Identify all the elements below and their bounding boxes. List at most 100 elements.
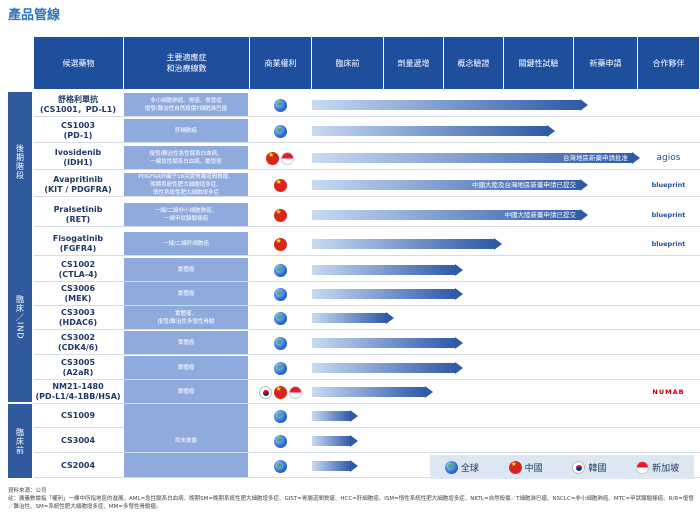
row-divider (34, 169, 700, 170)
commercial-rights (250, 282, 310, 306)
table-row: CS3002 (CDK4/6) 實體瘤 (34, 331, 700, 355)
row-divider (34, 255, 700, 256)
table-row: CS3005 (A2aR) 實體瘤 (34, 356, 700, 380)
partner-logo-blueprint: blueprint (651, 211, 686, 219)
row-divider (34, 281, 700, 282)
commercial-rights (250, 356, 310, 380)
rights-legend: 全球 中國 韓國 新加坡 (430, 455, 694, 479)
legend-korea: 韓國 (572, 460, 606, 474)
indication: 一線/二線肝細胞癌 (124, 232, 248, 256)
commercial-rights (250, 454, 310, 478)
globe-icon (273, 361, 287, 375)
globe-icon (273, 311, 287, 325)
drug-name: CS3004 (60, 436, 96, 445)
row-divider (34, 452, 700, 453)
commercial-rights (250, 258, 310, 282)
commercial-rights (250, 331, 310, 355)
commercial-rights (250, 93, 310, 117)
progress-bar (312, 288, 463, 300)
commercial-rights (250, 119, 310, 143)
table-row: CS1002 (CTLA-4) 實體瘤 (34, 258, 700, 282)
header-proof-of-concept: 概念驗證 (444, 37, 504, 89)
milestone-label: 台灣地區新藥申請批准 (563, 154, 628, 162)
drug-name: CS1002 (CTLA-4) (58, 260, 98, 279)
progress-bar (312, 238, 502, 250)
group-late-stage: 後期階段 (8, 92, 32, 232)
indication: 一線/二線非小細胞肺癌、 一線甲狀腺髓樣癌 (124, 203, 248, 227)
progress-bar (312, 99, 588, 111)
table-row: CS3006 (MEK) 實體瘤 (34, 282, 700, 306)
commercial-rights (250, 429, 310, 453)
partner-logo-blueprint: blueprint (651, 181, 686, 189)
row-divider (34, 196, 700, 197)
commercial-rights (250, 380, 310, 404)
row-divider (34, 403, 700, 404)
group-clinical-ind: 臨床／IND (8, 232, 32, 402)
indication: 實體瘤 (124, 356, 248, 380)
row-divider (34, 329, 700, 330)
page-title: 產品管線 (8, 8, 61, 23)
indication: 復發/難治性急性髓系白血病、 一線急性髓系白血病、膽管癌 (124, 146, 248, 170)
milestone-label: 中國大陸新藥申請已提交 (504, 211, 577, 219)
indication: 肝細胞癌 (124, 119, 248, 143)
progress-bar (312, 337, 463, 349)
table-row: CS1003 (PD-1) 肝細胞癌 (34, 119, 700, 143)
header-drug: 候選藥物 (34, 37, 124, 89)
table-row: Pralsetinib (RET) 一線/二線非小細胞肺癌、 一線甲狀腺髓樣癌 中國… (34, 203, 700, 227)
indication: 尚未披露 (124, 404, 248, 478)
header-dose-escalation: 劑量遞增 (384, 37, 444, 89)
row-divider (34, 477, 700, 478)
drug-name: NM21-1480 (PD-L1/4-1BB/HSA) (35, 382, 121, 401)
row-divider (34, 427, 700, 428)
drug-name: 舒格利單抗 (CS1001，PD-L1) (40, 95, 116, 114)
abbreviation-note: 註：廣義數據指「權利」一欄中所指地區的進展。AML=急性髓系白血病、晚期SM=晚… (8, 496, 694, 510)
indication: PDGFRA外顯子18突變胃腸道間質瘤、 晚期系統性肥大細胞增多症、 惰性系統性… (124, 173, 248, 197)
globe-icon (273, 336, 287, 350)
progress-bar: 中國大陸新藥申請已提交 (312, 209, 588, 221)
table-row: Avapritinib (KIT / PDGFRA) PDGFRA外顯子18突變胃… (34, 173, 700, 197)
commercial-rights (250, 173, 310, 197)
indication: 實體瘤 (124, 258, 248, 282)
row-divider (34, 354, 700, 355)
header-indication: 主要適應症 和治療線數 (124, 37, 250, 89)
legend-singapore: 新加坡 (636, 460, 679, 474)
header-preclinical: 臨床前 (312, 37, 384, 89)
progress-bar: 台灣地區新藥申請批准 (312, 152, 640, 164)
table-row: CS3004 尚未披露 (34, 404, 700, 478)
korea-flag-icon (572, 460, 586, 474)
table-row: CS2004 (34, 454, 700, 478)
progress-bar (312, 410, 358, 422)
row-divider (34, 116, 700, 117)
singapore-flag-icon (281, 151, 294, 165)
china-flag-icon (508, 460, 522, 474)
globe-icon (444, 460, 458, 474)
table-header: 候選藥物 主要適應症 和治療線數 商業權利 臨床前 劑量遞增 概念驗證 關鍵性試… (0, 37, 700, 89)
table-row: Ivosidenib (IDH1) 復發/難治性急性髓系白血病、 一線急性髓系白血… (34, 146, 700, 170)
globe-icon (273, 124, 287, 138)
progress-bar (312, 460, 358, 472)
china-flag-icon (273, 385, 287, 399)
commercial-rights (250, 146, 310, 170)
indication: 實體瘤 (124, 282, 248, 306)
progress-bar (312, 435, 358, 447)
globe-icon (273, 434, 287, 448)
partner-logo-blueprint: blueprint (651, 240, 686, 248)
indication: 非小細胞肺癌、胃癌、食管癌 復發/難治性自然殺傷T細胞淋巴瘤 (124, 93, 248, 117)
drug-name: CS3002 (CDK4/6) (57, 333, 99, 352)
legend-china: 中國 (508, 460, 543, 474)
table-row: CS3003 (HDAC6) 實體瘤、 復發/難治性多發性骨髓 (34, 306, 700, 330)
singapore-flag-icon (636, 460, 650, 474)
header-partner: 合作夥伴 (638, 37, 700, 89)
footnotes: 資料來源：公司 註：廣義數據指「權利」一欄中所指地區的進展。AML=急性髓系白血… (8, 487, 698, 511)
china-flag-icon (273, 237, 287, 251)
commercial-rights (250, 232, 310, 256)
table-row: 舒格利單抗 (CS1001，PD-L1) 非小細胞肺癌、胃癌、食管癌 復發/難治性… (34, 93, 700, 117)
header-rights: 商業權利 (250, 37, 312, 89)
drug-name: Ivosidenib (IDH1) (54, 148, 102, 167)
drug-name: Fisogatinib (FGFR4) (52, 234, 104, 253)
progress-bar (312, 362, 463, 374)
milestone-label: 中國大陸及台灣地區新藥申請已提交 (472, 181, 576, 189)
row-divider (34, 142, 700, 143)
commercial-rights (250, 404, 310, 428)
commercial-rights (250, 306, 310, 330)
